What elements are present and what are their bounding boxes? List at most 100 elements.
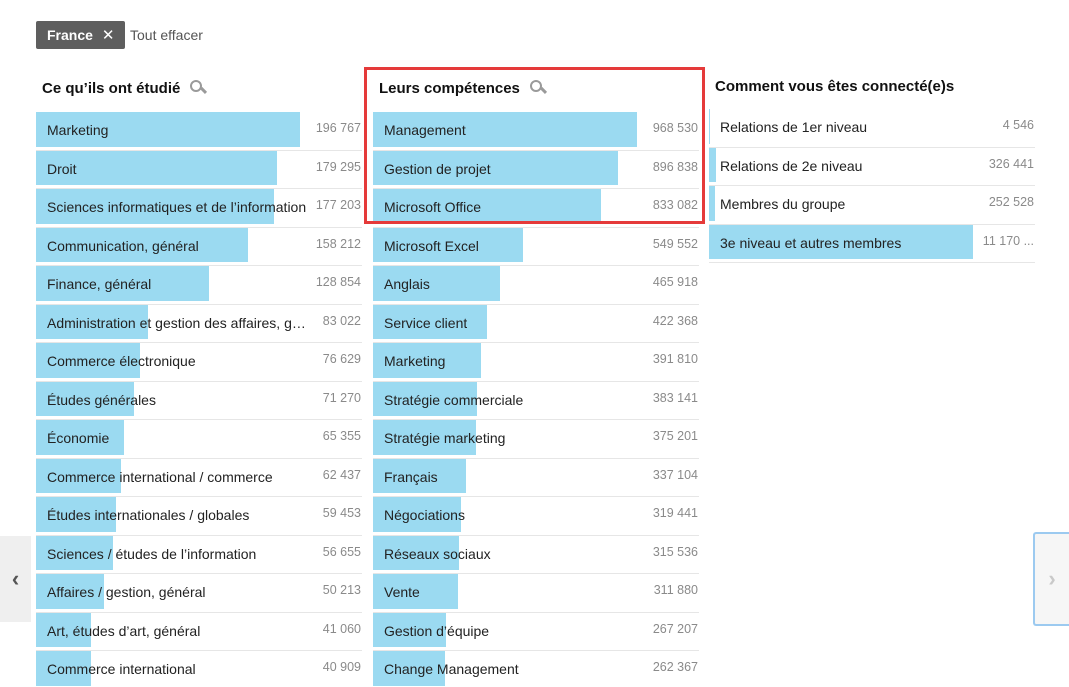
list-item[interactable]: Gestion d’équipe 267 207 (373, 612, 699, 651)
list-item[interactable]: Service client 422 368 (373, 304, 699, 343)
list-item[interactable]: Commerce international / commerce 62 437 (36, 458, 362, 497)
list-item[interactable]: Relations de 1er niveau 4 546 (709, 109, 1035, 148)
list-item[interactable]: Études internationales / globales 59 453 (36, 497, 362, 536)
list-item[interactable]: Art, études d’art, général 41 060 (36, 612, 362, 651)
next-button[interactable]: › (1033, 532, 1069, 626)
list-item[interactable]: Commerce électronique 76 629 (36, 343, 362, 382)
count-bar (373, 651, 445, 686)
list-item[interactable]: Membres du groupe 252 528 (709, 186, 1035, 225)
list-item[interactable]: Communication, général 158 212 (36, 227, 362, 266)
list-item[interactable]: Marketing 391 810 (373, 343, 699, 382)
count-bar (373, 574, 458, 609)
list-item-label: Relations de 2e niveau (720, 157, 863, 174)
list-item-label: Gestion de projet (384, 160, 491, 177)
list-item[interactable]: Vente 311 880 (373, 574, 699, 613)
list-item-count: 71 270 (322, 390, 361, 405)
list-item-label: Réseaux sociaux (384, 545, 491, 562)
count-bar (36, 612, 92, 647)
list-item-label: Économie (47, 430, 110, 446)
list-item-label: Sciences / études de l’information (47, 545, 257, 562)
list-item[interactable]: Change Management 262 367 (373, 651, 699, 687)
count-bar (373, 343, 481, 378)
list-item[interactable]: Réseaux sociaux 315 536 (373, 535, 699, 574)
list-item-count: 56 655 (322, 544, 361, 559)
filter-chip-label: France (47, 27, 93, 43)
count-bar (373, 112, 638, 147)
list-item-count: 196 767 (315, 121, 361, 135)
list-item-label: Marketing (47, 122, 109, 138)
count-bar (373, 458, 466, 493)
list-item-count: 252 528 (988, 195, 1034, 209)
list-item-count: 968 530 (652, 121, 698, 135)
list-item[interactable]: Études générales 71 270 (36, 381, 362, 420)
filter-chip-france[interactable]: France ✕ (36, 21, 125, 49)
list-item[interactable]: Anglais 465 918 (373, 266, 699, 305)
count-bar (36, 651, 92, 686)
list-item-count: 315 536 (652, 544, 698, 559)
list-item[interactable]: Négociations 319 441 (373, 497, 699, 536)
list-item[interactable]: Stratégie marketing 375 201 (373, 420, 699, 459)
list-item-label: Droit (47, 160, 77, 177)
count-bar (373, 266, 501, 301)
list-item-label: Communication, général (47, 237, 199, 254)
list-item[interactable]: Finance, général 128 854 (36, 266, 362, 305)
list-item-count: 59 453 (322, 506, 361, 520)
count-bar (36, 497, 116, 532)
list-item[interactable]: Management 968 530 (373, 112, 699, 151)
list-item[interactable]: Sciences / études de l’information 56 655 (36, 535, 362, 574)
search-icon[interactable] (190, 80, 208, 96)
list-item[interactable]: Économie 65 355 (36, 420, 362, 459)
column-title-skills: Leurs compétences (379, 79, 520, 97)
close-icon[interactable]: ✕ (101, 27, 115, 44)
list-item-count: 262 367 (652, 660, 698, 674)
count-bar (373, 381, 478, 416)
column-header: Leurs compétences (373, 68, 699, 108)
list-item-count: 76 629 (322, 352, 361, 366)
list-item-count: 11 170 ... (982, 233, 1034, 248)
column-header: Comment vous êtes connecté(e)s (709, 68, 1035, 105)
list-item[interactable]: Gestion de projet 896 838 (373, 150, 699, 189)
chevron-left-icon: ‹ (11, 566, 20, 591)
count-bar (36, 574, 105, 609)
count-bar (36, 112, 301, 147)
list-item-label: Finance, général (47, 276, 152, 292)
count-bar (373, 612, 447, 647)
list-item[interactable]: Français 337 104 (373, 458, 699, 497)
list-item-count: 311 880 (653, 583, 698, 597)
clear-all-link[interactable]: Tout effacer (130, 27, 203, 43)
search-icon[interactable] (529, 80, 547, 96)
list-item[interactable]: Marketing 196 767 (36, 112, 362, 151)
list-item[interactable]: Microsoft Excel 549 552 (373, 227, 699, 266)
count-bar (373, 535, 460, 570)
count-bar (373, 304, 488, 339)
list-item-label: 3e niveau et autres membres (720, 234, 902, 251)
count-bar (36, 227, 248, 262)
count-bar (709, 186, 715, 221)
list-item-count: 422 368 (652, 313, 698, 328)
list-item[interactable]: Relations de 2e niveau 326 441 (709, 147, 1035, 186)
count-bar (36, 150, 278, 185)
list-item-count: 41 060 (322, 621, 361, 636)
list-item[interactable]: Stratégie commerciale 383 141 (373, 381, 699, 420)
list-item[interactable]: Microsoft Office 833 082 (373, 189, 699, 228)
list-item[interactable]: Droit 179 295 (36, 150, 362, 189)
count-bar (373, 420, 476, 455)
list-item[interactable]: Affaires / gestion, général 50 213 (36, 574, 362, 613)
list-item-label: Stratégie commerciale (384, 391, 524, 408)
list-item-count: 158 212 (315, 236, 361, 251)
list-item[interactable]: Administration et gestion des affaires, … (36, 304, 362, 343)
list-item-count: 65 355 (322, 429, 361, 443)
connections-column: Comment vous êtes connecté(e)s Relations… (709, 68, 1035, 263)
list-item[interactable]: 3e niveau et autres membres 11 170 ... (709, 224, 1035, 263)
previous-button[interactable]: ‹ (0, 536, 31, 622)
count-bar (373, 227, 523, 262)
list-item-label: Relations de 1er niveau (720, 119, 868, 135)
list-item[interactable]: Commerce international 40 909 (36, 651, 362, 687)
list-item-count: 319 441 (652, 506, 698, 520)
list-item-count: 50 213 (322, 583, 361, 597)
list-item-label: Marketing (384, 353, 446, 369)
list-item[interactable]: Sciences informatiques et de l’informati… (36, 189, 362, 228)
list-item-count: 465 918 (652, 275, 698, 289)
list-item-count: 128 854 (315, 275, 361, 289)
count-bar (709, 109, 711, 144)
